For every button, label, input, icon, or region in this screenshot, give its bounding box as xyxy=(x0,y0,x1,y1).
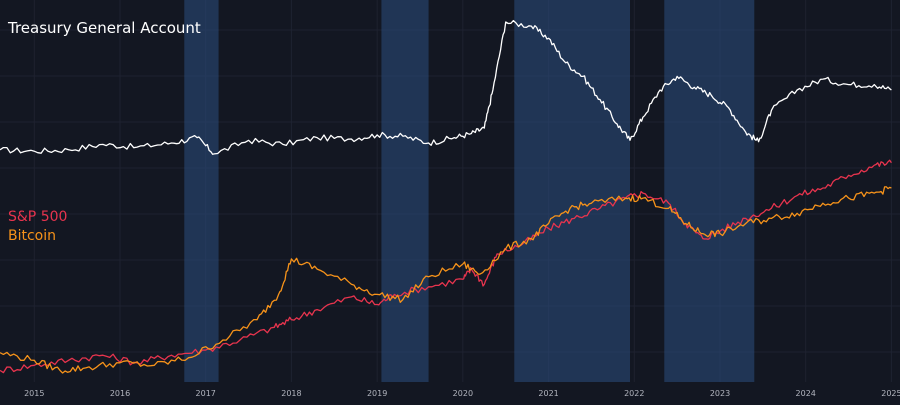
x-tick-label: 2023 xyxy=(710,389,730,398)
x-tick-label: 2019 xyxy=(367,389,387,398)
shaded-periods xyxy=(184,0,755,382)
x-tick-label: 2016 xyxy=(110,389,130,398)
x-tick-label: 2024 xyxy=(796,389,816,398)
x-axis-ticks: 2015 2016 2017 2018 2019 2020 2021 2022 2023 2024… xyxy=(24,389,900,398)
shaded-period-2 xyxy=(381,0,429,382)
chart-title: Treasury General Account xyxy=(8,19,201,37)
x-tick-label: 2015 xyxy=(24,389,44,398)
x-tick-label: 2018 xyxy=(281,389,301,398)
shaded-period-4 xyxy=(664,0,755,382)
x-tick-label: 2022 xyxy=(624,389,644,398)
x-tick-label: 2020 xyxy=(453,389,473,398)
legend-sp500: S&P 500 xyxy=(8,209,68,225)
series-line-bitcoin xyxy=(0,186,892,374)
shaded-period-1 xyxy=(184,0,219,382)
series-lines xyxy=(0,19,892,374)
x-tick-label: 2017 xyxy=(196,389,216,398)
shaded-period-3 xyxy=(514,0,630,382)
legend-bitcoin: Bitcoin xyxy=(8,228,57,244)
x-tick-label: 2025 xyxy=(881,389,900,398)
series-line-treasury-general-account xyxy=(0,19,892,155)
x-tick-label: 2021 xyxy=(538,389,558,398)
